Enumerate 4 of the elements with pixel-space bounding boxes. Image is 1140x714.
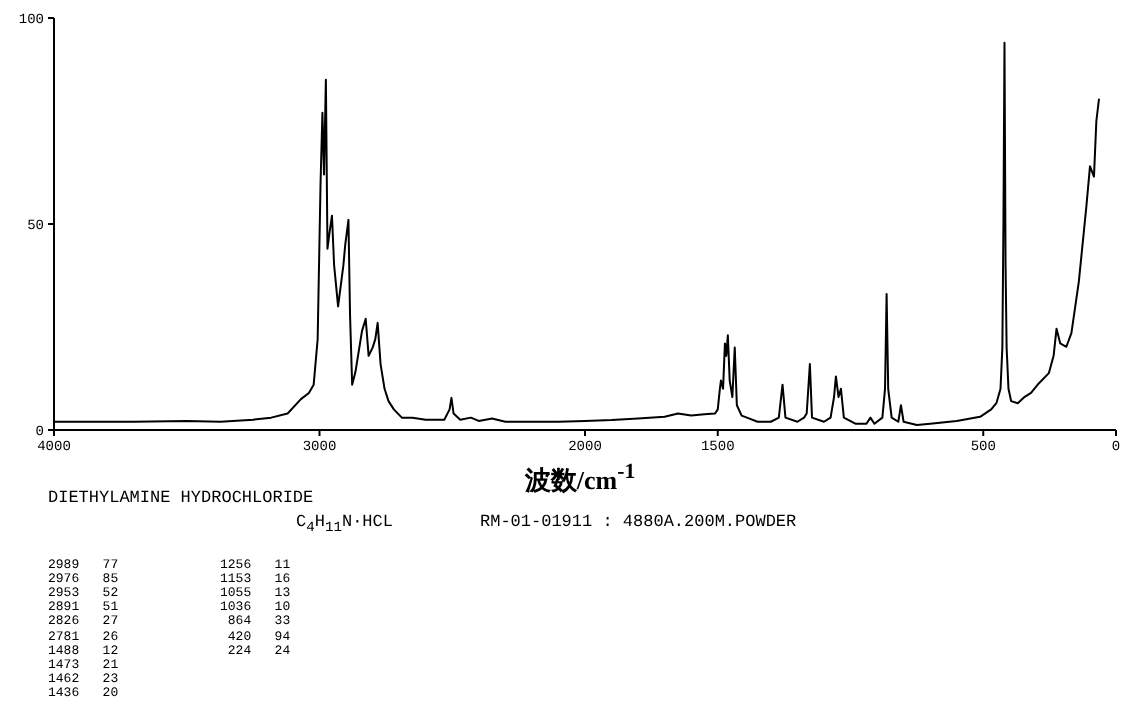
x-axis-title: 波数/cm$^{-1}$ xyxy=(522,460,638,499)
text: RM-01-01911 : 4880A.200M.POWDER xyxy=(480,512,797,532)
text: DIETHYLAMINE HYDROCHLORIDE xyxy=(48,488,314,508)
text: C$_{4}$H$_{11}$N·HCL xyxy=(296,512,393,538)
